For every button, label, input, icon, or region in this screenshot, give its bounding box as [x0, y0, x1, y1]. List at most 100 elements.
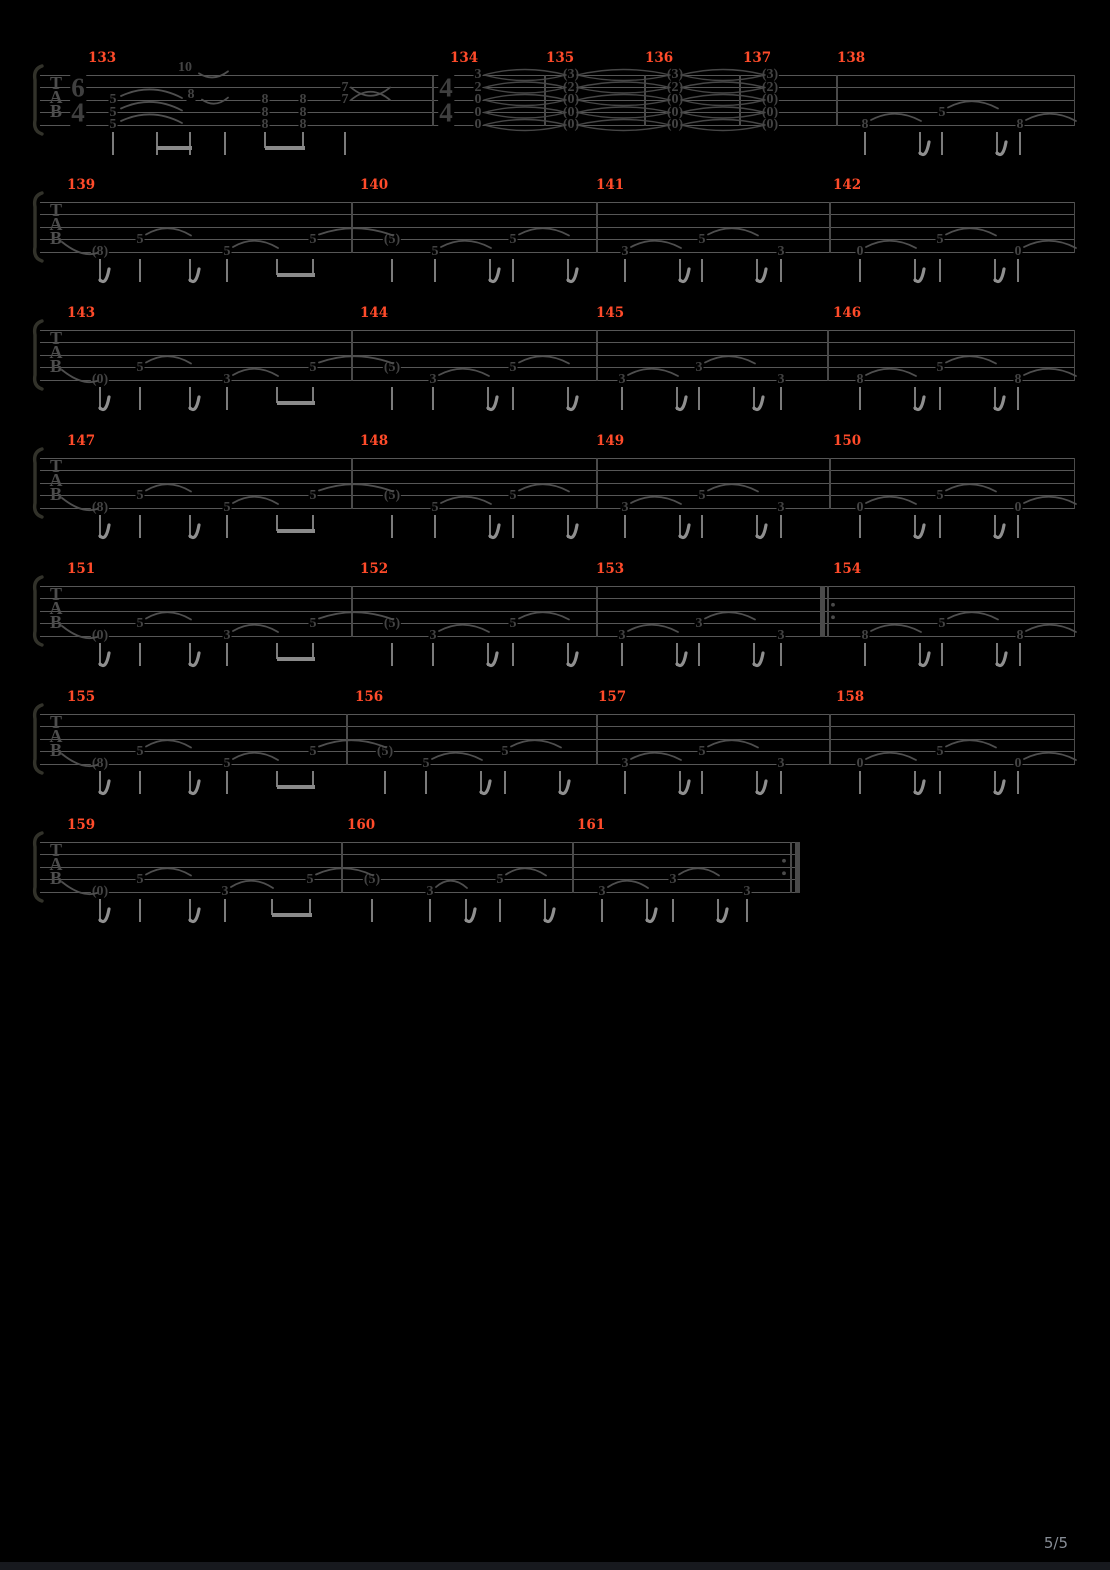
- tie-slur: [947, 611, 999, 621]
- tab-note-digit: (8): [90, 244, 110, 259]
- tab-note-digit: 0: [1013, 500, 1023, 515]
- note-stem: [624, 515, 626, 538]
- eighth-flag: [755, 267, 768, 284]
- tab-note-digit: 3: [694, 359, 704, 375]
- tie-slur: [707, 227, 759, 237]
- tie-slur: [145, 867, 192, 877]
- tab-note-digit: 8: [186, 87, 196, 102]
- repeat-dot: [782, 858, 786, 863]
- staff-line: [40, 598, 1075, 599]
- tab-note-digit: 5: [508, 615, 518, 631]
- tab-note-digit: 10: [177, 60, 193, 76]
- note-stem: [559, 771, 561, 794]
- eighth-flag: [98, 395, 111, 412]
- note-stem: [499, 899, 501, 922]
- tie-slur: [232, 239, 279, 249]
- tie-slur: [1023, 367, 1077, 377]
- eighth-flag: [188, 523, 201, 540]
- time-signature-denominator: 4: [438, 97, 454, 127]
- eighth-flag: [566, 523, 579, 540]
- measure-number: 137: [743, 50, 772, 66]
- note-stem: [99, 899, 101, 922]
- tab-note-digit: 5: [308, 743, 318, 759]
- note-stem: [512, 643, 514, 666]
- staff-line: [40, 251, 1075, 253]
- note-stem: [621, 643, 623, 666]
- tab-note-digit: (0): [90, 884, 110, 899]
- repeat-dot: [782, 871, 786, 876]
- tie-slur: [707, 739, 759, 749]
- tab-chord-digit: (0): [760, 117, 780, 132]
- note-stem: [939, 259, 941, 282]
- eighth-flag: [913, 267, 926, 284]
- tie-slur: [510, 739, 562, 749]
- note-stem: [384, 771, 386, 794]
- note-stem: [139, 771, 141, 794]
- note-stem: [139, 643, 141, 666]
- note-stem: [746, 899, 748, 922]
- note-stem: [701, 771, 703, 794]
- barline: [739, 75, 741, 126]
- end-barline: [1073, 330, 1075, 381]
- eighth-flag: [678, 523, 691, 540]
- tie-slur: [438, 367, 490, 377]
- barline: [827, 330, 829, 381]
- tab-note-digit: 0: [855, 500, 865, 515]
- measure-number: 133: [88, 50, 117, 66]
- note-stem: [189, 771, 191, 794]
- tab-note-digit: 3: [597, 884, 607, 899]
- note-stem: [1017, 387, 1019, 410]
- tab-note-digit: 5: [937, 615, 947, 631]
- time-signature-denominator: 4: [70, 97, 86, 127]
- measure-number: 146: [833, 305, 862, 321]
- footer-bar: [0, 1562, 1110, 1570]
- note-stem: [139, 515, 141, 538]
- tie-slur: [627, 367, 679, 377]
- note-stem: [567, 515, 569, 538]
- note-stem: [679, 259, 681, 282]
- tie-slur: [707, 483, 759, 493]
- barline: [596, 586, 598, 637]
- tab-note-digit: 3: [617, 372, 627, 387]
- eighth-flag: [995, 140, 1008, 157]
- end-barline: [1073, 458, 1075, 509]
- eighth-flag: [188, 395, 201, 412]
- note-stem: [996, 643, 998, 666]
- measure-number: 144: [360, 305, 389, 321]
- tab-note-digit: (5): [382, 615, 402, 631]
- tab-note-digit: 5: [697, 743, 707, 759]
- measure-number: 148: [360, 433, 389, 449]
- note-stem: [859, 771, 861, 794]
- note-stem: [919, 132, 921, 155]
- note-stem: [859, 387, 861, 410]
- eighth-flag: [755, 779, 768, 796]
- tie-slur: [630, 239, 682, 249]
- tie-slur: [145, 739, 192, 749]
- note-stem: [391, 259, 393, 282]
- tie-slur: [435, 879, 468, 889]
- eighth-flag: [918, 651, 931, 668]
- eighth-flag: [566, 267, 579, 284]
- note-stem: [512, 259, 514, 282]
- note-stem: [309, 899, 311, 915]
- tab-note-digit: 5: [308, 359, 318, 375]
- tab-note-digit: 5: [308, 615, 318, 631]
- tie-slur: [440, 495, 492, 505]
- note-stem: [489, 259, 491, 282]
- note-stem: [344, 132, 346, 155]
- tab-note-digit: 3: [425, 884, 435, 899]
- tab-note-digit: 3: [776, 756, 786, 771]
- chord-tie-down: [680, 111, 766, 119]
- page-indicator: 5/5: [1043, 1534, 1068, 1552]
- note-stem: [914, 387, 916, 410]
- tie-slur: [704, 611, 756, 621]
- note-stem: [544, 899, 546, 922]
- staff-line: [40, 763, 1075, 765]
- measure-number: 159: [67, 817, 96, 833]
- eighth-flag: [488, 523, 501, 540]
- note-stem: [480, 771, 482, 794]
- tie-slur: [630, 495, 682, 505]
- staff-line: [40, 367, 1075, 368]
- tie-slur: [1023, 495, 1077, 505]
